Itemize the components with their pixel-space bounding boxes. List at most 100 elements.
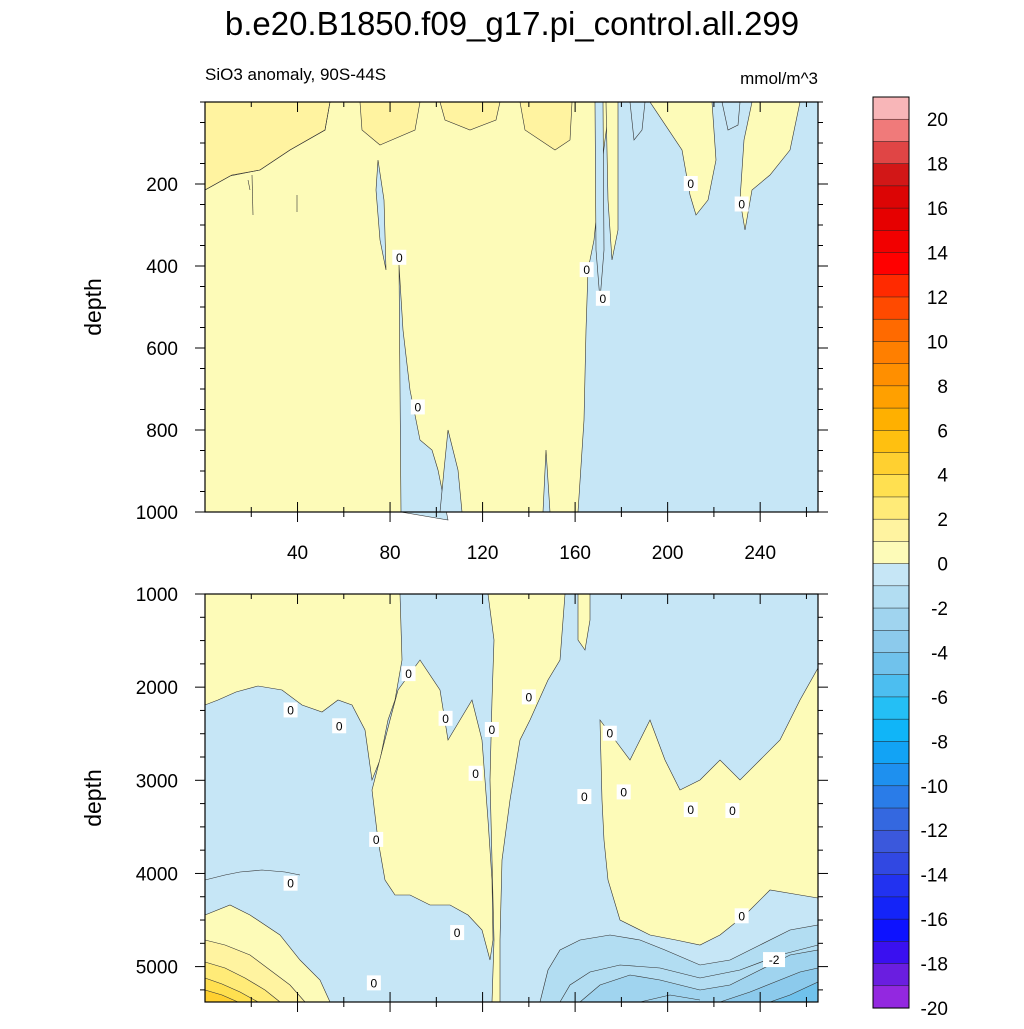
contour-label: 0 bbox=[410, 399, 425, 415]
colorbar-swatch bbox=[872, 785, 910, 809]
colorbar-swatch bbox=[872, 896, 910, 920]
contour-label-bg bbox=[521, 689, 536, 705]
colorbar-tick-label: 2 bbox=[937, 510, 948, 531]
colorbar-tick-label: -20 bbox=[921, 999, 948, 1020]
contour-label-text: 0 bbox=[738, 198, 745, 212]
colorbar-swatch bbox=[872, 452, 910, 476]
lower-panel-contour-labels: 0 0 0 0 0 0 0 0 0 0 0 0 0 0 0 0 0 -2 bbox=[283, 666, 786, 991]
colorbar-swatch bbox=[872, 918, 910, 942]
contour-label: 0 bbox=[595, 290, 610, 306]
colorbar-swatch bbox=[872, 496, 910, 520]
contour-label-text: 0 bbox=[472, 767, 479, 781]
y-tick-label: 3000 bbox=[136, 771, 178, 792]
colorbar-tick-label: -16 bbox=[921, 910, 948, 931]
colorbar-tick-label: 0 bbox=[937, 555, 948, 576]
colorbar-tick-label: 12 bbox=[927, 288, 948, 309]
colorbar-tick-label: 10 bbox=[927, 332, 948, 353]
upper-contour-line-3 bbox=[247, 179, 251, 191]
colorbar-swatch bbox=[872, 252, 910, 276]
y-tick-label: 400 bbox=[146, 257, 178, 278]
contour-label-text: 0 bbox=[336, 719, 343, 733]
contour-label-bg bbox=[579, 262, 594, 278]
contour-label-bg bbox=[401, 666, 416, 682]
colorbar-swatch bbox=[872, 363, 910, 387]
colorbar-swatch bbox=[872, 518, 910, 542]
contour-label-text: 0 bbox=[583, 263, 590, 277]
colorbar-swatch bbox=[872, 207, 910, 231]
colorbar-swatch bbox=[872, 852, 910, 876]
colorbar-tick-label: 6 bbox=[937, 421, 948, 442]
region-positive-east-surface-b bbox=[739, 101, 801, 231]
subtitle-left: SiO3 anomaly, 90S-44S bbox=[205, 65, 386, 84]
colorbar-swatch bbox=[872, 274, 910, 298]
colorbar-swatch bbox=[872, 696, 910, 720]
colorbar-tick-label: 18 bbox=[927, 155, 948, 176]
contour-label-bg bbox=[734, 196, 749, 212]
contour-label: 0 bbox=[683, 802, 698, 818]
colorbar-swatch bbox=[872, 474, 910, 498]
contour-label-text: 0 bbox=[738, 909, 745, 923]
lower-y-axis-label: depth bbox=[80, 769, 106, 827]
y-tick-label: 5000 bbox=[136, 958, 178, 979]
upper-panel: 40 80 120 160 200 240 200 400 600 800 1000 0 0 0 0 00 … bbox=[80, 101, 828, 564]
colorbar-swatch bbox=[872, 585, 910, 609]
contour-label: 0 bbox=[602, 725, 617, 741]
colorbar-swatch bbox=[872, 763, 910, 787]
colorbar-swatch bbox=[872, 941, 910, 965]
contour-label-text: -2 bbox=[769, 953, 780, 967]
contour-label: 0 bbox=[369, 831, 384, 847]
contour-label-bg bbox=[595, 290, 610, 306]
colorbar-tick-label: 4 bbox=[937, 466, 948, 487]
colorbar: 20181614121086420-2-4-6-8-10-12-14-16-18… bbox=[872, 96, 948, 1020]
contour-label-text: 0 bbox=[600, 292, 607, 306]
contour-label-bg bbox=[369, 831, 384, 847]
colorbar-tick-label: 20 bbox=[927, 110, 948, 131]
colorbar-frame bbox=[872, 96, 910, 1009]
upper-panel-contour-labels: 0 0 0 0 0 0 bbox=[392, 176, 749, 415]
contour-label-bg bbox=[283, 875, 298, 891]
upper-panel-contours bbox=[204, 101, 331, 216]
contour-label-text: 0 bbox=[620, 785, 627, 799]
contour-label-text: 0 bbox=[373, 833, 380, 847]
colorbar-tick-label: -18 bbox=[921, 955, 948, 976]
chart-title: b.e20.B1850.f09_g17.pi_control.all.299 bbox=[225, 5, 799, 42]
lower-panel: 1000 2000 3000 4000 5000 0 0 0 0 0 0 0 0 0 0 0 0 0 0 0 0 0 -2… bbox=[80, 585, 828, 1012]
colorbar-tick-label: -8 bbox=[931, 732, 948, 753]
colorbar-swatch bbox=[872, 385, 910, 409]
upper-contour-line-1 bbox=[251, 174, 254, 216]
contour-label-text: 0 bbox=[371, 976, 378, 990]
contour-label-bg bbox=[683, 176, 698, 191]
contour-label: 0 bbox=[484, 722, 499, 737]
x-tick-label: 160 bbox=[559, 543, 591, 564]
contour-label-text: 0 bbox=[606, 727, 613, 741]
contour-label-text: 0 bbox=[454, 926, 461, 940]
contour-label: 0 bbox=[725, 803, 740, 819]
contour-label-text: 0 bbox=[526, 690, 533, 704]
colorbar-swatch bbox=[872, 541, 910, 565]
contour-label-bg bbox=[366, 975, 381, 991]
lower-contour-line-2 bbox=[639, 994, 701, 1003]
contour-label: -2 bbox=[763, 952, 786, 968]
upper-panel-fill bbox=[204, 101, 819, 521]
colorbar-tick-label: 16 bbox=[927, 199, 948, 220]
contour-label-text: 0 bbox=[488, 723, 495, 737]
x-tick-label: 120 bbox=[467, 543, 499, 564]
contour-label-bg bbox=[577, 789, 592, 805]
contour-label-text: 0 bbox=[405, 667, 412, 681]
contour-label-bg bbox=[725, 803, 740, 819]
upper-contour-line-0 bbox=[204, 101, 331, 191]
contour-label: 0 bbox=[468, 765, 483, 781]
y-tick-label: 200 bbox=[146, 175, 178, 196]
contour-label: 0 bbox=[283, 875, 298, 891]
colorbar-tick-label: -12 bbox=[921, 821, 948, 842]
contour-label: 0 bbox=[438, 710, 453, 726]
y-tick-label: 600 bbox=[146, 339, 178, 360]
x-tick-label: 80 bbox=[379, 543, 400, 564]
contour-label: 0 bbox=[577, 789, 592, 805]
contour-label-text: 0 bbox=[287, 703, 294, 717]
colorbar-tick-label: 8 bbox=[937, 377, 948, 398]
upper-y-axis-label: depth bbox=[80, 278, 106, 336]
region-negative-surface-b bbox=[375, 159, 387, 271]
contour-label-text: 0 bbox=[687, 803, 694, 817]
